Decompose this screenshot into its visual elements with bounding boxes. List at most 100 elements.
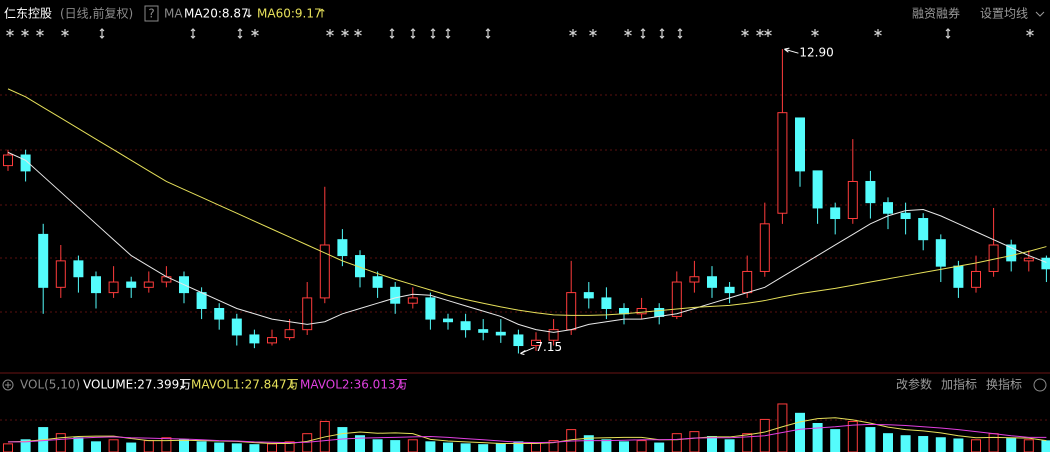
volume-bar — [883, 433, 893, 452]
info-marker — [61, 29, 69, 37]
info-marker — [354, 29, 362, 37]
candle-body — [3, 154, 13, 167]
candle-body — [214, 307, 225, 320]
volume-bar — [214, 442, 225, 452]
info-marker — [6, 29, 14, 37]
volume-bar — [196, 441, 207, 452]
info-marker — [389, 28, 395, 39]
add-icon[interactable] — [2, 379, 14, 391]
ma20-label: MA20:8.87 — [184, 7, 249, 21]
mavol1-label: MAVOL1:27.847万 — [191, 378, 299, 392]
volume-bar — [935, 437, 946, 452]
volume-bar — [390, 440, 401, 452]
candle-body — [267, 337, 277, 344]
candle-body — [583, 292, 594, 299]
dropdown-icon[interactable] — [1035, 11, 1045, 17]
candle-body — [953, 265, 964, 288]
volume-bar — [249, 444, 260, 452]
info-marker — [659, 28, 665, 39]
candle-body — [671, 281, 682, 317]
info-marker — [1026, 29, 1034, 37]
candle-body — [55, 260, 66, 288]
candle-body — [20, 154, 31, 172]
candle-body — [707, 276, 717, 288]
info-marker — [945, 28, 951, 39]
menu-item[interactable]: 融资融券 — [912, 6, 960, 21]
add-icon[interactable] — [5, 382, 11, 388]
candle-body — [1041, 257, 1050, 270]
volume-bar — [372, 439, 383, 452]
close-icon[interactable] — [1033, 378, 1047, 392]
annotation-label: 12.90 — [799, 46, 833, 60]
info-marker — [237, 28, 243, 39]
candle-body — [196, 292, 207, 309]
candle-body — [126, 281, 137, 288]
info-marker — [874, 29, 882, 37]
info-marker — [430, 28, 436, 39]
volume-average-line — [7, 417, 1047, 444]
info-marker — [485, 28, 491, 39]
candle-body — [302, 297, 313, 331]
candle-body — [460, 321, 471, 331]
candle-body — [759, 223, 770, 272]
stock-name: 仁东控股 — [4, 7, 52, 21]
volume-bar — [795, 412, 805, 452]
info-marker — [640, 28, 646, 39]
chart-mode: (日线,前复权) — [60, 6, 133, 21]
info-marker — [589, 29, 597, 37]
candle-body — [935, 239, 946, 267]
mavol1-trend: ↓ — [287, 378, 297, 392]
toolbar-button[interactable]: 换指标 — [986, 377, 1022, 392]
info-marker — [677, 28, 683, 39]
volume-bar — [478, 444, 489, 452]
volume-bar — [1041, 440, 1050, 452]
help-box[interactable] — [144, 5, 159, 22]
volume-bar — [847, 420, 858, 452]
volume-bar — [918, 436, 929, 452]
volume-bar — [495, 443, 506, 452]
volume-bar — [1006, 438, 1017, 452]
ma60-trend: ↑ — [317, 7, 327, 21]
candle-body — [495, 331, 506, 336]
info-marker — [741, 29, 749, 37]
candle-body — [1023, 257, 1034, 262]
toolbar-button[interactable]: 加指标 — [941, 377, 977, 392]
info-marker — [764, 29, 772, 37]
info-marker — [811, 29, 819, 37]
annotation-arrow — [520, 347, 535, 355]
volume-bar — [531, 442, 541, 452]
volume-bar — [724, 439, 735, 452]
volume-bar — [619, 441, 629, 452]
volume-bar — [460, 443, 471, 452]
candle-body — [372, 276, 383, 288]
toolbar-button[interactable]: 改参数 — [896, 377, 932, 392]
candle-body — [883, 202, 893, 214]
candle-body — [689, 276, 700, 283]
volume-bar — [302, 433, 313, 452]
volume-bar — [355, 435, 365, 452]
candle-body — [355, 255, 365, 278]
info-marker — [624, 29, 632, 37]
volume-bar — [425, 441, 436, 452]
help-icon[interactable]: ? — [148, 7, 154, 21]
info-marker — [445, 28, 451, 39]
candle-body — [73, 260, 84, 278]
info-marker — [569, 29, 577, 37]
volume-bar — [143, 440, 154, 452]
info-marker — [21, 29, 29, 37]
candle-body — [161, 276, 172, 283]
candle-body — [284, 329, 295, 339]
volume-bar — [443, 442, 453, 452]
volume-bar — [971, 439, 981, 452]
menu-item[interactable]: 设置均线 — [980, 7, 1028, 21]
candle-body — [777, 112, 788, 214]
volume-bar — [953, 438, 964, 452]
info-marker — [99, 28, 105, 39]
info-marker — [756, 29, 764, 37]
volume-label: VOLUME:27.399万 — [83, 378, 191, 392]
volume-bar — [108, 439, 119, 452]
volume-bar — [671, 433, 682, 452]
volume-bar — [988, 433, 999, 452]
candle-body — [636, 307, 647, 315]
candle-body — [425, 297, 436, 320]
